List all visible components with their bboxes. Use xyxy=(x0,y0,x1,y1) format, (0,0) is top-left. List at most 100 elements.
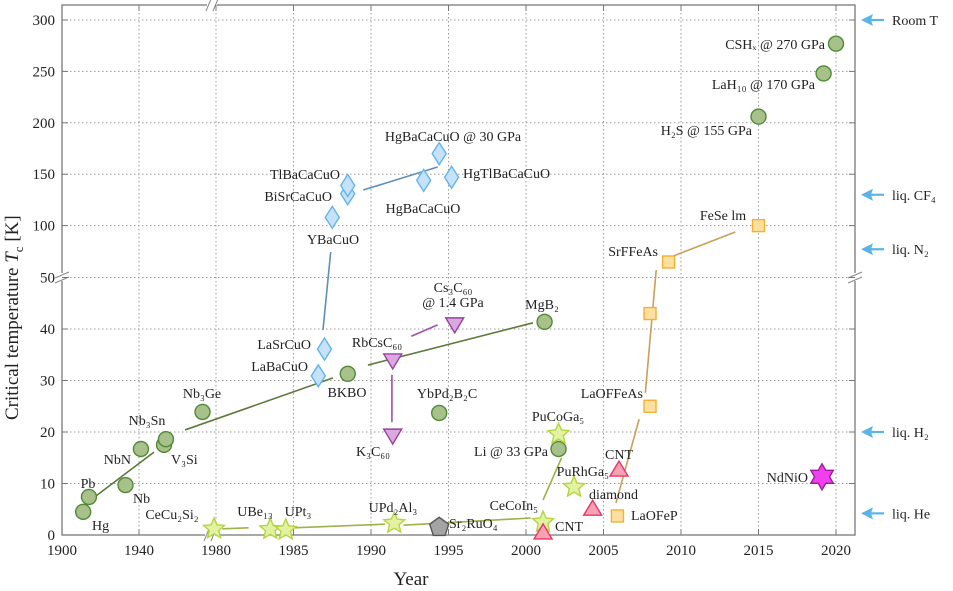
marker-star xyxy=(382,510,407,534)
point-label: HgBaCaCuO xyxy=(386,202,461,217)
point-label: HgTlBaCaCuO xyxy=(463,167,550,182)
marker-square xyxy=(643,399,657,413)
marker-circle xyxy=(536,313,553,330)
x-tick-label: 1985 xyxy=(279,543,309,559)
x-break-mark xyxy=(203,528,210,542)
point-label: YBaCuO xyxy=(307,233,359,248)
x-tick-label: 1980 xyxy=(201,543,231,559)
y-axis-label-subscript: c xyxy=(11,246,26,252)
reference-levels: Room T liq. CF₄ liq. N₂ liq. H₂ liq. He xyxy=(861,14,938,522)
marker-hexagram xyxy=(809,462,835,492)
marker-star xyxy=(273,517,298,541)
y-axis-label-prefix: Critical temperature xyxy=(2,263,23,420)
marker-diamond xyxy=(339,173,356,198)
point-label: H₂S @ 155 GPa xyxy=(661,124,753,139)
y-tick-label: 40 xyxy=(40,322,55,338)
marker-square xyxy=(610,509,625,523)
marker-circle xyxy=(74,503,92,521)
x-tick-label: 1995 xyxy=(434,543,464,559)
reference-level-label: liq. CF₄ xyxy=(892,189,936,204)
point-label: LaOFFeAs xyxy=(581,387,643,402)
marker-square xyxy=(661,255,676,269)
y-tick-label: 0 xyxy=(48,528,56,544)
marker-circle xyxy=(117,476,134,494)
point-label: SrFFeAs xyxy=(608,245,658,260)
arrow-head-icon xyxy=(861,188,873,201)
point-label: Nb₃Ge xyxy=(183,387,221,402)
marker-circle xyxy=(157,431,175,448)
marker-diamond xyxy=(324,205,341,230)
point-label: LaH₁₀ @ 170 GPa xyxy=(712,78,816,93)
marker-circle xyxy=(132,440,150,458)
marker-diamond xyxy=(316,336,333,362)
point-label: CeCu₂Si₂ xyxy=(145,508,198,523)
point-label: PuCoGa₅ xyxy=(532,410,584,425)
point-label: TlBaCaCuO xyxy=(270,168,340,183)
point-label: MgB₂ xyxy=(525,298,559,313)
point-label: LaBaCuO xyxy=(251,360,308,375)
point-label: UPt₃ xyxy=(285,505,312,520)
marker-circle xyxy=(550,440,567,458)
plot-frame xyxy=(61,4,856,536)
x-tick-label: 2005 xyxy=(589,543,619,559)
point-label: Pb xyxy=(81,477,96,492)
point-label: RbCsC₆₀ xyxy=(352,336,402,351)
y-axis-label-suffix: [K] xyxy=(2,215,23,246)
marker-diamond xyxy=(310,363,327,389)
point-label-line2: @ 1.4 GPa xyxy=(422,296,484,311)
y-axis-label-symbol: T xyxy=(2,251,23,263)
marker-circle xyxy=(80,488,98,506)
point-label: Hg xyxy=(92,519,109,534)
y-tick-label: 200 xyxy=(33,116,56,132)
point-label: LaOFeP xyxy=(631,509,678,524)
reference-level-label: Room T xyxy=(892,14,938,29)
marker-circle xyxy=(750,108,767,125)
marker-diamond xyxy=(443,164,460,190)
x-tick-label: 1990 xyxy=(356,543,386,559)
point-label: BKBO xyxy=(328,386,367,401)
trend-line xyxy=(672,231,736,257)
marker-circle xyxy=(194,403,211,421)
trend-line xyxy=(322,251,332,331)
point-label: FeSe lm xyxy=(700,209,746,224)
y-tick-label: 30 xyxy=(40,374,55,390)
x-tick-label: 2000 xyxy=(511,543,541,559)
point-label: NbN xyxy=(104,453,131,468)
trend-line xyxy=(644,269,657,393)
y-tick-label: 300 xyxy=(33,13,56,29)
x-tick-label: 2020 xyxy=(821,543,851,559)
point-label: Nb₃Sn xyxy=(129,414,166,429)
point-label: CeCoIn₅ xyxy=(490,499,539,514)
y-tick-label: 50 xyxy=(40,271,55,287)
marker-circle xyxy=(827,35,845,52)
x-break-mark xyxy=(205,0,212,12)
point-label: Li @ 33 GPa xyxy=(474,445,549,460)
marker-triangle-down xyxy=(382,428,403,446)
point-label: NdNiO xyxy=(767,471,808,486)
point-label: BiSrCaCuO xyxy=(264,190,332,205)
marker-diamond xyxy=(431,141,448,166)
marker-triangle-down xyxy=(444,317,465,335)
x-tick-label: 2015 xyxy=(744,543,774,559)
marker-star xyxy=(201,515,227,540)
trend-line xyxy=(615,418,640,504)
arrow-head-icon xyxy=(861,507,873,520)
point-label: LaSrCuO xyxy=(257,338,311,353)
point-label: CSHₓ @ 270 GPa xyxy=(725,38,826,53)
x-tick-label: 2010 xyxy=(666,543,696,559)
trend-lines xyxy=(95,166,736,530)
point-label: CNT xyxy=(605,448,633,463)
data-markers xyxy=(74,35,845,541)
arrow-head-icon xyxy=(861,14,873,26)
trend-line xyxy=(293,523,385,529)
trend-line xyxy=(542,457,563,501)
point-label: V₃Si xyxy=(171,453,198,468)
y-tick-label: 100 xyxy=(33,219,56,235)
trend-line xyxy=(403,517,531,527)
y-tick-label: 10 xyxy=(40,477,55,493)
point-label: K₃C₆₀ xyxy=(356,445,390,460)
point-label: UBe₁₃ xyxy=(237,505,273,520)
marker-square xyxy=(751,218,766,233)
point-label: Sr₂RuO₄ xyxy=(449,517,498,532)
